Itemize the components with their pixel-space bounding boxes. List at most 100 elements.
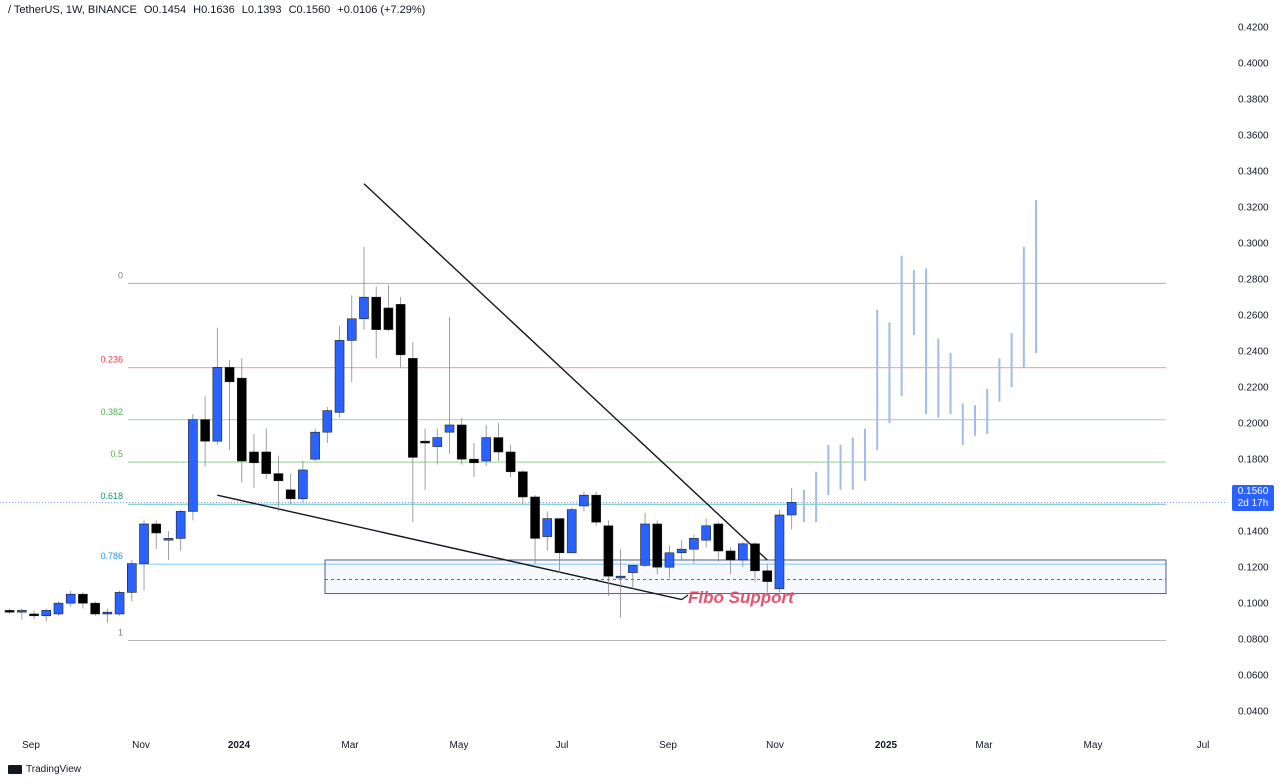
candle-body bbox=[737, 543, 748, 561]
price-axis-tick: 0.1800 bbox=[1238, 455, 1269, 466]
candle-body bbox=[518, 471, 528, 498]
price-axis-tick: 0.2400 bbox=[1238, 347, 1269, 358]
price-axis-tick: 0.2200 bbox=[1238, 383, 1269, 394]
candle-body bbox=[603, 525, 614, 577]
price-axis[interactable]: 0.4200 0.4000 0.3800 0.3600 0.3400 0.3200 0.30… bbox=[1238, 23, 1269, 718]
annotation-pointer-line bbox=[681, 594, 689, 601]
candle-body bbox=[750, 543, 760, 572]
candle-body bbox=[310, 431, 320, 460]
candle-body bbox=[371, 296, 382, 330]
candle-body bbox=[689, 538, 699, 550]
time-axis-label: May bbox=[450, 740, 469, 751]
fib-level-label: 0.236 bbox=[100, 355, 123, 365]
candle-body bbox=[78, 593, 88, 604]
candle-body bbox=[334, 340, 345, 413]
price-axis-tick: 0.3000 bbox=[1238, 239, 1269, 250]
candle-body bbox=[249, 451, 259, 464]
time-axis[interactable]: Sep Nov 2024 Mar May Jul Sep Nov 2025 Mar May Jul bbox=[22, 740, 1209, 751]
time-axis-label: 2024 bbox=[228, 740, 251, 751]
support-zone-box bbox=[324, 559, 1167, 595]
ohlc-open: O0.1454 bbox=[143, 4, 187, 16]
candle-body bbox=[383, 307, 394, 330]
candle-body bbox=[481, 437, 491, 462]
candle-body bbox=[432, 437, 443, 447]
price-axis-tick: 0.0600 bbox=[1238, 671, 1269, 682]
candle-body bbox=[652, 523, 663, 568]
time-axis-label: Jul bbox=[556, 740, 569, 751]
time-axis-label: Nov bbox=[132, 740, 150, 751]
fib-level-label: 0.382 bbox=[100, 407, 123, 417]
candle-body bbox=[701, 525, 711, 541]
price-axis-tick: 0.1200 bbox=[1238, 563, 1269, 574]
candle-body bbox=[261, 451, 272, 474]
candle-body bbox=[163, 538, 174, 541]
candle-body bbox=[151, 523, 162, 534]
candle-body bbox=[456, 424, 467, 460]
candle-body bbox=[774, 514, 785, 590]
fibo-support-annotation: Fibo Support bbox=[688, 588, 794, 607]
support-zone bbox=[324, 559, 1167, 595]
price-axis-tick: 0.0800 bbox=[1238, 635, 1269, 646]
trendline-lower bbox=[217, 494, 682, 601]
trendline-upper bbox=[363, 183, 768, 561]
projection-bars bbox=[802, 199, 1038, 523]
fib-level-label: 0 bbox=[118, 270, 123, 280]
candle-body bbox=[188, 419, 198, 512]
candle-body bbox=[786, 502, 797, 516]
time-axis-label: Jul bbox=[1197, 740, 1210, 751]
price-axis-tick: 0.3200 bbox=[1238, 203, 1269, 214]
candle-body bbox=[346, 318, 357, 341]
candlesticks bbox=[4, 246, 797, 623]
fibonacci-retracement: 0 0.236 0.382 0.5 0.618 0.786 1 bbox=[0, 270, 1225, 642]
ohlc-low: L0.1393 bbox=[241, 4, 282, 16]
last-price-value: 0.1560 bbox=[1237, 486, 1269, 497]
candle-body bbox=[273, 473, 284, 482]
price-axis-tick: 0.3400 bbox=[1238, 167, 1269, 178]
candle-body bbox=[664, 552, 675, 568]
candle-body bbox=[285, 489, 296, 500]
candle-body bbox=[615, 575, 626, 579]
candle-body bbox=[41, 610, 52, 617]
candle-body bbox=[298, 469, 308, 500]
candle-body bbox=[640, 523, 650, 566]
fib-level-label: 0.786 bbox=[100, 551, 123, 561]
time-axis-label: May bbox=[1084, 740, 1103, 751]
candle-body bbox=[359, 296, 369, 320]
candle-body bbox=[17, 610, 27, 613]
candle-body bbox=[762, 570, 773, 582]
candle-body bbox=[725, 550, 736, 561]
price-axis-tick: 0.3800 bbox=[1238, 95, 1269, 106]
price-axis-tick: 0.3600 bbox=[1238, 131, 1269, 142]
tradingview-logo-icon bbox=[8, 764, 22, 774]
candle-body bbox=[175, 511, 186, 539]
candle-body bbox=[542, 518, 553, 537]
candle-body bbox=[420, 440, 430, 444]
candle-body bbox=[628, 565, 638, 573]
candle-body bbox=[469, 458, 479, 464]
candle-body bbox=[408, 358, 418, 458]
candle-body bbox=[713, 523, 724, 552]
candle-body bbox=[322, 410, 333, 433]
ohlc-close: C0.1560 bbox=[288, 4, 331, 16]
price-axis-tick: 0.4200 bbox=[1238, 23, 1269, 34]
candle-body bbox=[53, 602, 64, 615]
bar-countdown: 2d 17h bbox=[1237, 498, 1269, 509]
candle-body bbox=[493, 437, 504, 453]
candle-body bbox=[29, 613, 39, 617]
candle-body bbox=[444, 424, 455, 433]
time-axis-label: 2025 bbox=[875, 740, 898, 751]
candle-body bbox=[90, 602, 100, 615]
candle-body bbox=[139, 523, 149, 564]
price-axis-tick: 0.2800 bbox=[1238, 275, 1269, 286]
price-axis-tick: 0.0400 bbox=[1238, 707, 1269, 718]
candle-body bbox=[224, 367, 235, 383]
price-axis-tick: 0.2000 bbox=[1238, 419, 1269, 430]
time-axis-label: Nov bbox=[766, 740, 784, 751]
candle-body bbox=[127, 563, 137, 593]
price-axis-tick: 0.1000 bbox=[1238, 599, 1269, 610]
candle-body bbox=[591, 494, 601, 523]
fib-level-label: 0.618 bbox=[100, 491, 123, 501]
candle-body bbox=[102, 611, 113, 615]
symbol-legend: / TetherUS, 1W, BINANCE O0.1454 H0.1636 … bbox=[8, 4, 429, 16]
